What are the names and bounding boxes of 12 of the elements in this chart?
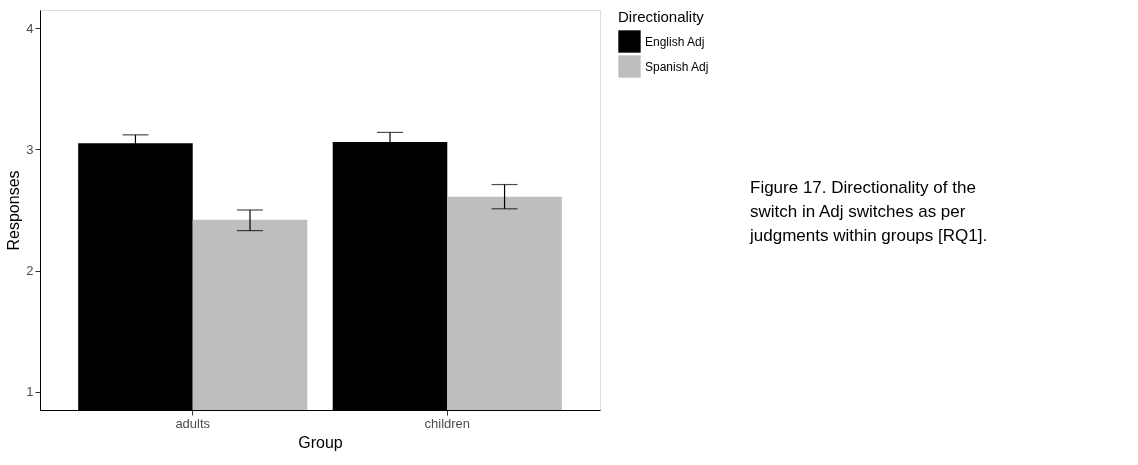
y-tick-label: 2 xyxy=(26,263,34,279)
y-axis-title: Responses xyxy=(5,170,23,251)
x-tick-label: children xyxy=(424,415,471,431)
legend-label: Spanish Adj xyxy=(645,59,709,74)
caption: Figure 17. Directionality of the switch in Adj switches as per judgments within groups [RQ1]. xyxy=(749,178,988,245)
legend-title: Directionality xyxy=(618,8,705,25)
y-tick-label: 3 xyxy=(26,141,34,157)
y-tick-label: 1 xyxy=(26,384,34,400)
x-axis-title: Group xyxy=(298,433,343,451)
legend-label: English Adj xyxy=(645,34,705,49)
x-tick-label: adults xyxy=(175,415,211,431)
y-tick-label: 4 xyxy=(26,20,34,36)
